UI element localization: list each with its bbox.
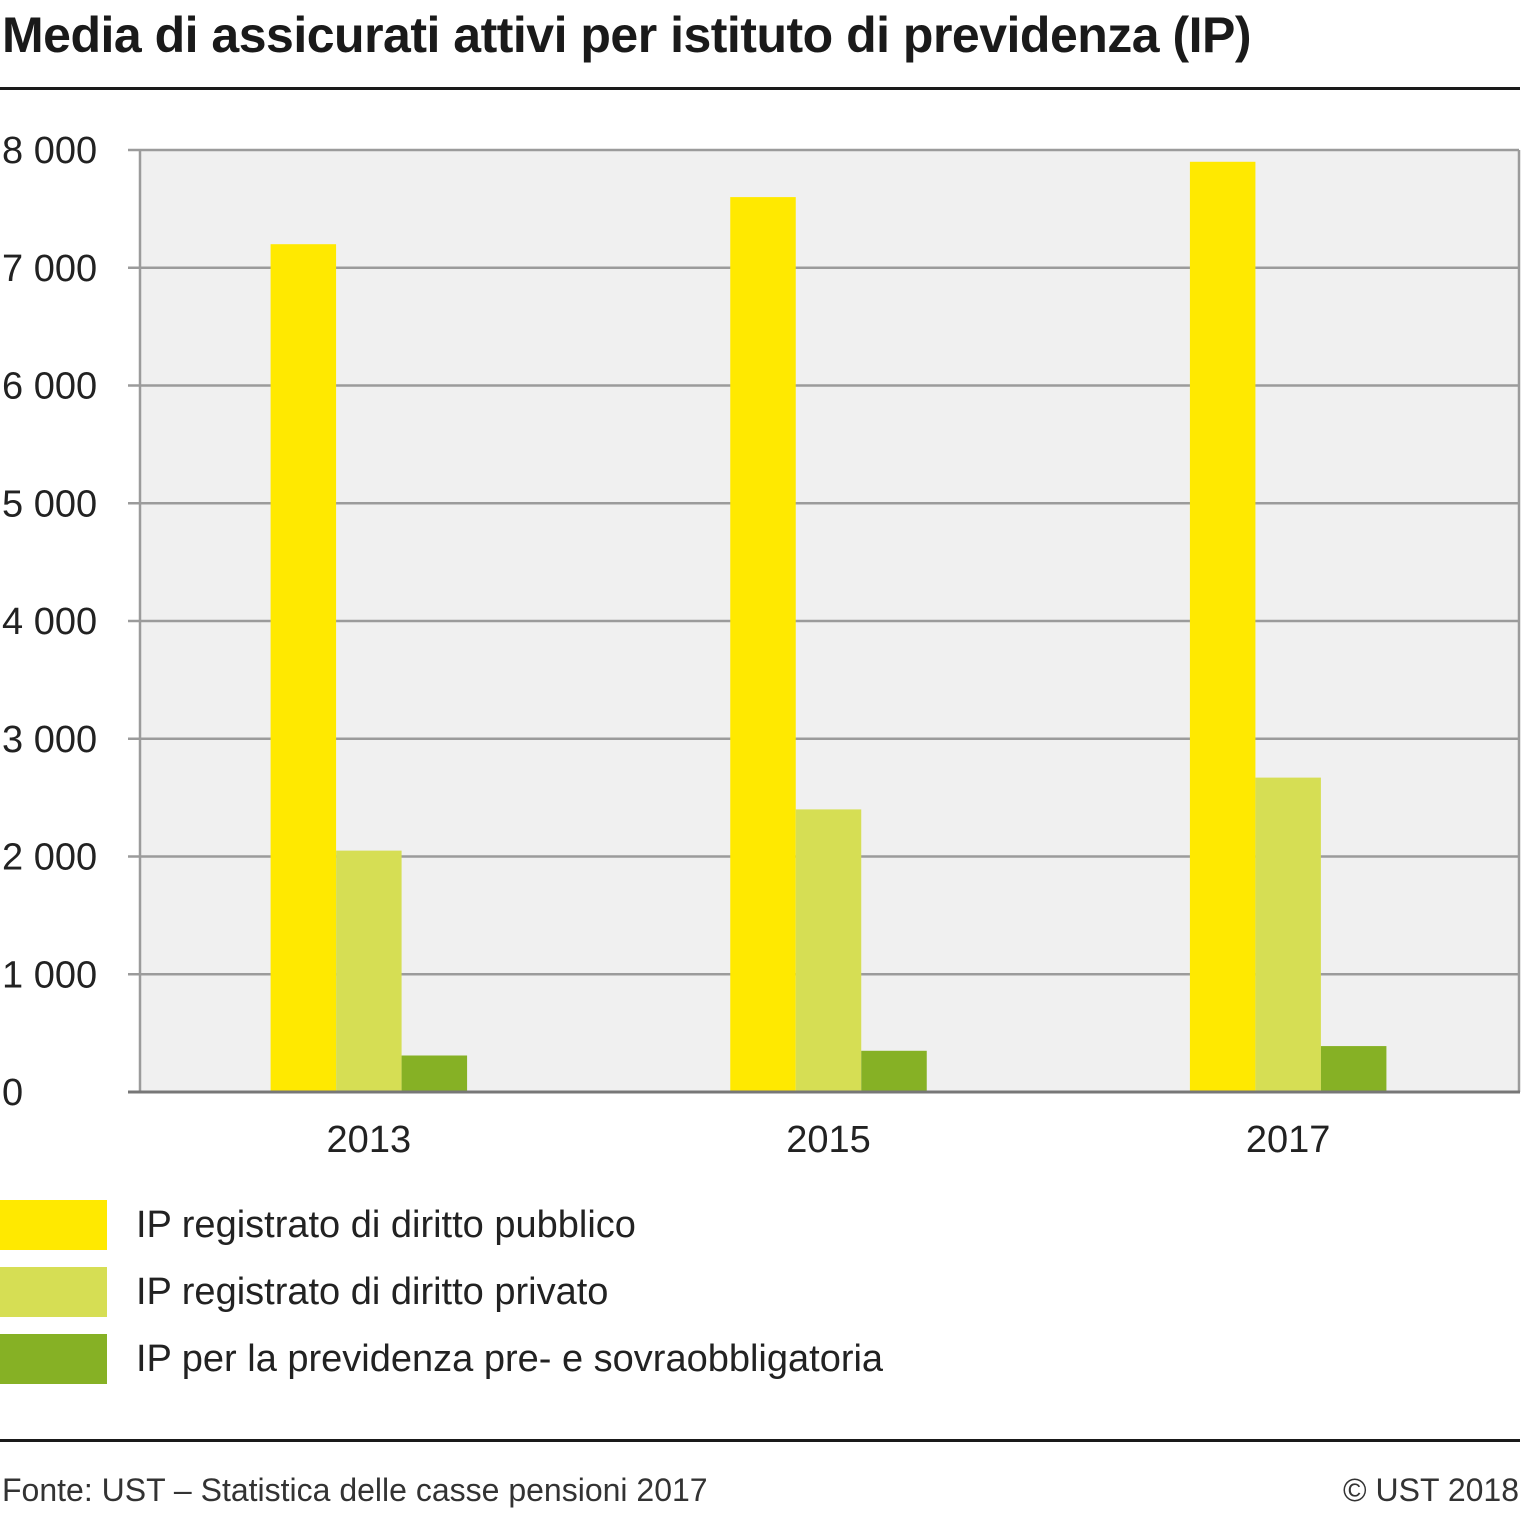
bar-2015-series-2 (795, 809, 862, 1092)
legend-swatch-pre-sovra (0, 1334, 107, 1384)
title-rule (0, 87, 1520, 90)
source-note: Fonte: UST – Statistica delle casse pens… (2, 1472, 708, 1508)
bar-2017-series-1 (1189, 161, 1256, 1092)
x-tick-label: 2015 (786, 1119, 871, 1161)
legend-item-pre-sovra: IP per la previdenza pre- e sovraobbliga… (0, 1334, 1000, 1384)
legend-label-public: IP registrato di diritto pubblico (136, 1204, 636, 1246)
legend-item-public: IP registrato di diritto pubblico (0, 1200, 1000, 1250)
chart-title: Media di assicurati attivi per istituto … (2, 7, 1252, 63)
bar-2017-series-2 (1255, 777, 1321, 1092)
y-tick-label: 3 000 (2, 719, 97, 761)
y-tick-label: 6 000 (2, 366, 97, 408)
legend-swatch-public (0, 1200, 107, 1250)
legend-label-pre-sovra: IP per la previdenza pre- e sovraobbliga… (136, 1338, 884, 1380)
y-tick-label: 8 000 (2, 130, 97, 172)
y-tick-label: 1 000 (2, 954, 97, 996)
footer-rule (0, 1439, 1520, 1442)
legend-swatch-private (0, 1267, 107, 1317)
bar-2017-series-3 (1320, 1046, 1387, 1092)
x-tick-label: 2013 (327, 1119, 412, 1161)
y-tick-label: 2 000 (2, 837, 97, 879)
legend-item-private: IP registrato di diritto privato (0, 1267, 1000, 1317)
bar-2013-series-1 (270, 244, 337, 1092)
bar-2015-series-1 (730, 197, 796, 1093)
y-tick-label: 4 000 (2, 601, 97, 643)
bar-2013-series-2 (336, 850, 402, 1092)
y-tick-label: 0 (2, 1072, 23, 1114)
y-tick-label: 7 000 (2, 248, 97, 290)
x-tick-label: 2017 (1246, 1119, 1331, 1161)
bar-2013-series-3 (401, 1055, 468, 1092)
legend-label-private: IP registrato di diritto privato (136, 1271, 609, 1313)
copyright-note: © UST 2018 (1343, 1472, 1519, 1508)
bar-2015-series-3 (861, 1050, 927, 1092)
y-tick-label: 5 000 (2, 483, 97, 525)
bar-chart: 0 1 000 2 000 3 000 4 000 5 000 6 000 7 000 8 00… (2, 130, 1521, 1161)
